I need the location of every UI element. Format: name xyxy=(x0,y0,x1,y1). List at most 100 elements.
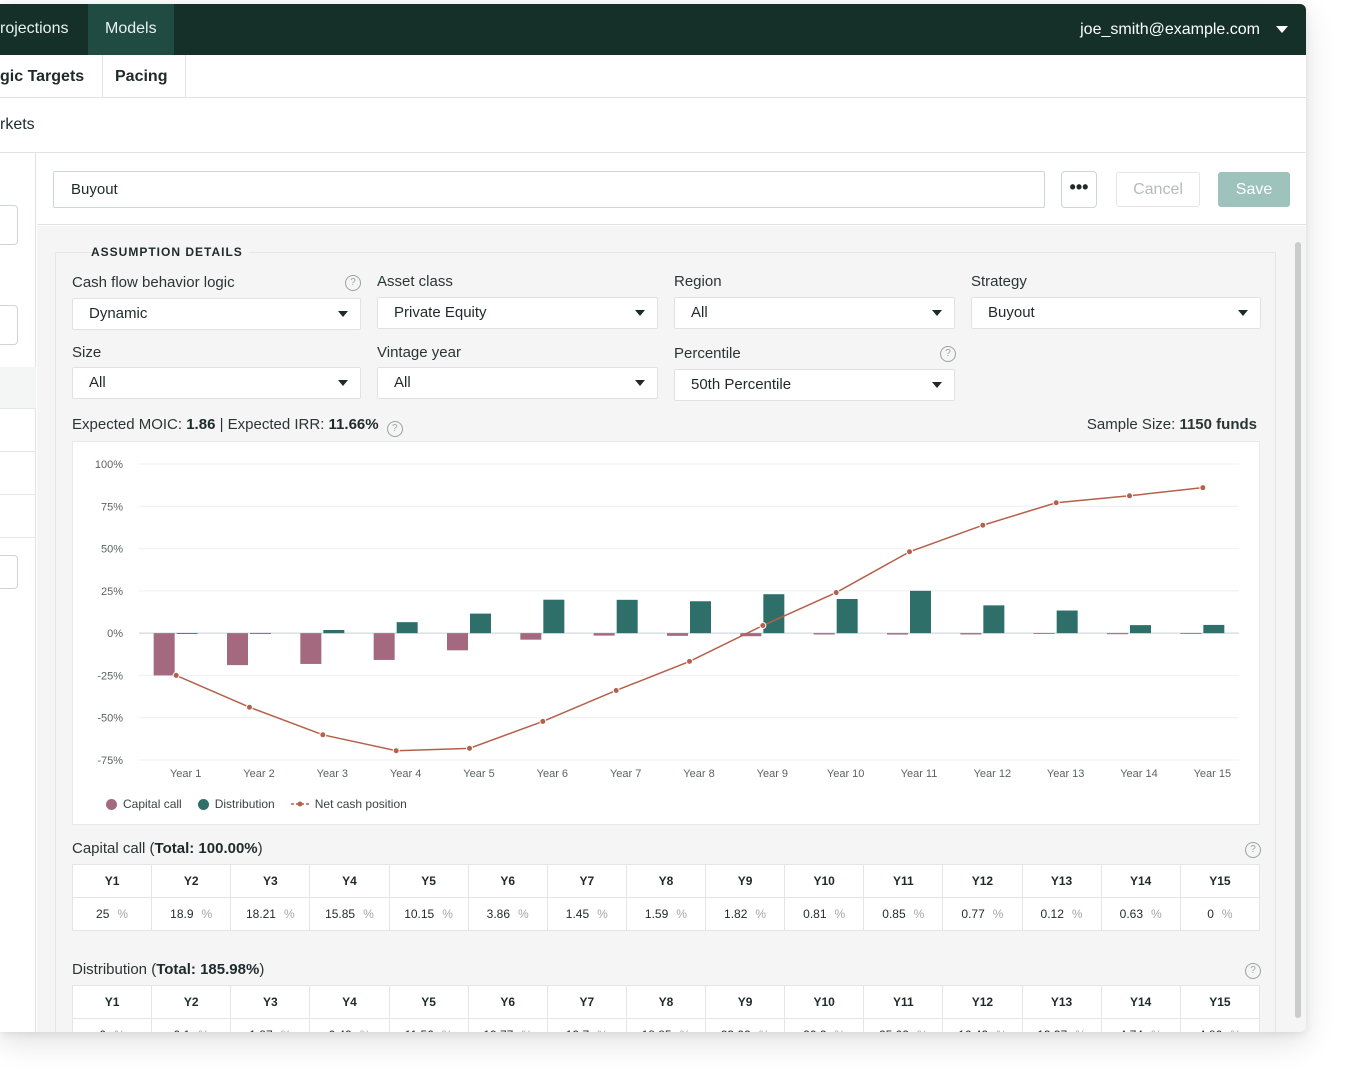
value-cell[interactable]: 0.85% xyxy=(863,897,944,931)
cell-value[interactable]: 16.42 xyxy=(958,1028,988,1032)
value-cell[interactable]: 13.37% xyxy=(1021,1018,1102,1032)
help-icon[interactable]: ? xyxy=(940,346,956,362)
cell-value[interactable]: 1.59 xyxy=(644,907,669,921)
cell-value[interactable]: 15.85 xyxy=(325,907,356,921)
value-cell[interactable]: 23.02% xyxy=(704,1018,786,1032)
model-name-input[interactable]: Buyout xyxy=(53,171,1045,208)
value-cell[interactable]: 25.02% xyxy=(863,1018,944,1032)
value-cell[interactable]: 18.9% xyxy=(151,897,232,931)
value-cell[interactable]: 0.81% xyxy=(784,897,865,931)
sample-value: 1150 funds xyxy=(1179,416,1257,433)
distribution-bar xyxy=(690,601,711,634)
save-button[interactable]: Save xyxy=(1218,172,1290,207)
value-cell[interactable]: 15.85% xyxy=(309,897,390,931)
cancel-button[interactable]: Cancel xyxy=(1116,172,1200,207)
breadcrumb-label[interactable]: rkets xyxy=(0,116,35,133)
cell-value[interactable]: 4.86 xyxy=(1199,1028,1222,1032)
legend-item[interactable]: Net cash position xyxy=(290,797,407,811)
value-cell[interactable]: 4.86% xyxy=(1179,1018,1261,1032)
value-cell[interactable]: 10.15% xyxy=(388,897,469,931)
value-cell[interactable]: 16.42% xyxy=(942,1018,1023,1032)
asset-class-select[interactable]: Private Equity xyxy=(377,297,658,329)
scrollbar[interactable] xyxy=(1295,242,1301,1018)
vintage-select[interactable]: All xyxy=(377,367,658,399)
cell-value[interactable]: 25 xyxy=(96,907,110,921)
column-header: Y11 xyxy=(863,985,944,1019)
value-cell[interactable]: 1.82% xyxy=(704,897,786,931)
value-cell[interactable]: 1.59% xyxy=(625,897,707,931)
cell-value[interactable]: 1.82 xyxy=(724,907,748,921)
cell-value[interactable]: 18.21 xyxy=(245,907,276,921)
value-cell[interactable]: 18.85% xyxy=(625,1018,707,1032)
sidebar-input[interactable] xyxy=(0,305,18,345)
value-cell[interactable]: 19.77% xyxy=(467,1018,548,1032)
percentile-select[interactable]: 50th Percentile xyxy=(674,369,955,401)
value-cell[interactable]: 18.21% xyxy=(230,897,311,931)
sidebar-row[interactable] xyxy=(0,453,36,495)
help-icon[interactable]: ? xyxy=(1245,842,1261,858)
cell-value[interactable]: 0.85 xyxy=(882,907,906,921)
strategy-select[interactable]: Buyout xyxy=(971,297,1261,329)
cell-value[interactable]: 0.63 xyxy=(1119,907,1144,921)
value-cell[interactable]: 3.86% xyxy=(467,897,548,931)
sidebar-row[interactable] xyxy=(0,410,36,452)
cell-value[interactable]: 23.02 xyxy=(721,1028,751,1032)
cell-value[interactable]: 4.74 xyxy=(1120,1028,1143,1032)
cell-value[interactable]: 6.49 xyxy=(328,1028,351,1032)
size-select[interactable]: All xyxy=(72,367,361,399)
value-cell[interactable]: 0.63% xyxy=(1100,897,1181,931)
cell-value[interactable]: 11.56 xyxy=(405,1028,434,1032)
sidebar-input[interactable] xyxy=(0,205,18,245)
cash-flow-select[interactable]: Dynamic xyxy=(72,298,361,330)
value-cell[interactable]: 19.7% xyxy=(546,1018,627,1032)
cell-value[interactable]: 0.81 xyxy=(803,907,827,921)
value-cell[interactable]: 4.74% xyxy=(1100,1018,1181,1032)
legend-item[interactable]: Distribution xyxy=(197,797,275,811)
distribution-bar xyxy=(470,613,491,634)
help-icon[interactable]: ? xyxy=(345,275,361,291)
cell-value[interactable]: 0.77 xyxy=(961,907,985,921)
help-icon[interactable]: ? xyxy=(386,421,403,437)
tab-pacing[interactable]: Pacing xyxy=(97,55,187,98)
cell-value[interactable]: 19.77 xyxy=(483,1028,513,1032)
cell-value[interactable]: 25.02 xyxy=(879,1028,909,1032)
value-cell[interactable]: 0.1% xyxy=(151,1018,232,1032)
cell-value[interactable]: 1.87 xyxy=(249,1028,272,1032)
help-icon[interactable]: ? xyxy=(1245,963,1261,979)
value-cell[interactable]: 25% xyxy=(71,897,153,931)
value-cell[interactable]: 0.77% xyxy=(942,897,1023,931)
value-cell[interactable]: 0% xyxy=(1179,897,1261,931)
distribution-bar xyxy=(1130,625,1151,634)
sidebar-row[interactable] xyxy=(0,367,36,409)
cell-value[interactable]: 1.45 xyxy=(565,907,590,921)
value-cell[interactable]: 0% xyxy=(71,1018,153,1032)
cell-value[interactable]: 0.12 xyxy=(1040,907,1064,921)
legend-item[interactable]: Capital call xyxy=(106,797,182,811)
value-cell[interactable]: 20.2% xyxy=(784,1018,865,1032)
nav-tab-projections[interactable]: rojections xyxy=(0,20,69,37)
more-options-button[interactable]: ••• xyxy=(1061,171,1097,208)
tab-strategic-targets[interactable]: gic Targets xyxy=(0,55,104,98)
net-cash-point xyxy=(612,686,620,694)
cell-value[interactable]: 18.85 xyxy=(642,1028,672,1032)
cell-value[interactable]: 10.15 xyxy=(404,907,435,921)
value-cell[interactable]: 0.12% xyxy=(1021,897,1102,931)
cell-value[interactable]: 0 xyxy=(1207,907,1214,921)
nav-tab-models[interactable]: Models xyxy=(88,4,174,55)
sidebar-input[interactable] xyxy=(0,555,18,589)
net-cash-point xyxy=(1126,492,1133,500)
cell-value[interactable]: 13.37 xyxy=(1037,1028,1067,1032)
cell-value[interactable]: 0.1 xyxy=(174,1028,191,1032)
cell-value[interactable]: 19.7 xyxy=(566,1028,589,1032)
cell-value[interactable]: 20.2 xyxy=(803,1028,826,1032)
value-cell[interactable]: 6.49% xyxy=(309,1018,390,1032)
cell-value[interactable]: 18.9 xyxy=(170,907,194,921)
value-cell[interactable]: 11.56% xyxy=(388,1018,469,1032)
value-cell[interactable]: 1.87% xyxy=(230,1018,311,1032)
region-select[interactable]: All xyxy=(674,297,955,329)
cell-value[interactable]: 0 xyxy=(99,1028,106,1032)
cell-value[interactable]: 3.86 xyxy=(486,907,511,921)
value-cell[interactable]: 1.45% xyxy=(546,897,627,931)
user-menu[interactable]: joe_smith@example.com xyxy=(1080,4,1288,55)
sidebar-row[interactable] xyxy=(0,496,36,538)
